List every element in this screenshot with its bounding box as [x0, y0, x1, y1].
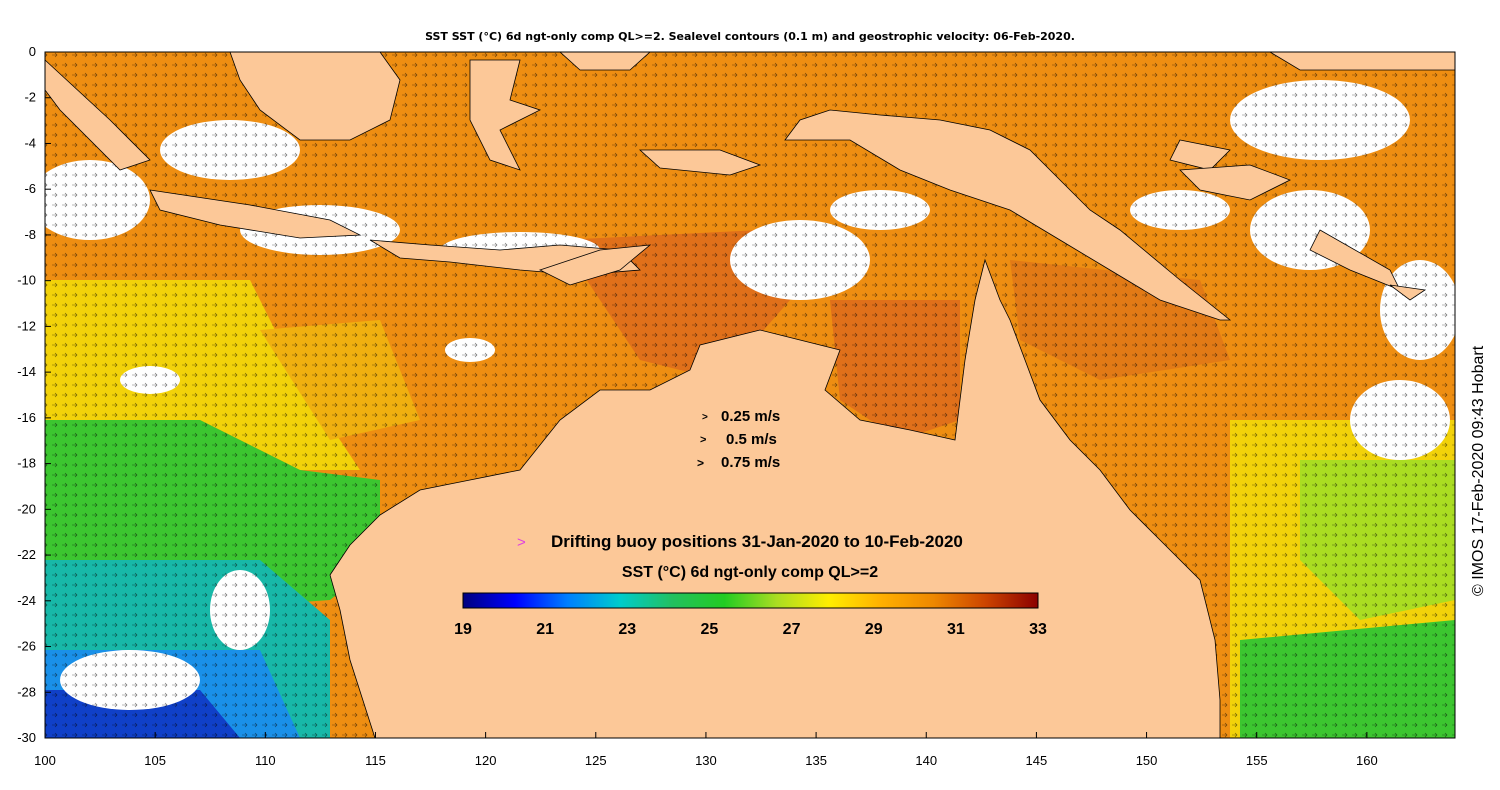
colorbar-tick-label: 25 — [701, 621, 719, 638]
x-tick-label: 145 — [1026, 753, 1048, 768]
buoy-legend: > Drifting buoy positions 31-Jan-2020 to… — [517, 532, 963, 551]
map-layers — [45, 52, 1455, 738]
new-britain-land — [1179, 164, 1291, 201]
y-tick-label: -10 — [17, 273, 36, 288]
velocity-label-1: 0.25 m/s — [721, 408, 780, 425]
y-tick-label: -22 — [17, 547, 36, 562]
y-tick-label: -4 — [24, 135, 36, 150]
y-tick-label: -28 — [17, 684, 36, 699]
colorbar-tick-label: 33 — [1029, 621, 1047, 638]
x-axis: 100 105 110 115 120 125 130 135 140 145 150 155 160 — [34, 732, 1378, 768]
y-tick-label: -8 — [24, 227, 36, 242]
copyright-text: © IMOS 17-Feb-2020 09:43 Hobart — [1470, 345, 1487, 596]
sulawesi-land — [469, 59, 542, 171]
x-tick-label: 105 — [144, 753, 166, 768]
vanuatu-land — [1389, 284, 1427, 301]
x-tick-label: 110 — [255, 753, 276, 768]
x-tick-label: 115 — [365, 753, 386, 768]
x-tick-label: 140 — [915, 753, 937, 768]
y-tick-label: -20 — [17, 501, 36, 516]
y-axis: 0 -2 -4 -6 -8 -10 -12 -14 -16 -18 -20 -22 -24 -26 -28 -… — [17, 44, 51, 745]
y-tick-label: -16 — [17, 410, 36, 425]
colorbar-tick-label: 23 — [618, 621, 636, 638]
x-tick-label: 120 — [475, 753, 497, 768]
colorbar-tick-label: 29 — [865, 621, 883, 638]
timor-land — [538, 244, 652, 286]
y-tick-label: -24 — [17, 593, 36, 608]
y-tick-label: -12 — [17, 318, 36, 333]
y-tick-label: -18 — [17, 456, 36, 471]
velocity-label-3: 0.75 m/s — [721, 454, 780, 471]
colorbar-tick-label: 27 — [783, 621, 801, 638]
sumbawa-top-land — [559, 52, 651, 71]
velocity-glyph-2: > — [700, 434, 706, 446]
x-tick-label: 100 — [34, 753, 56, 768]
y-tick-label: -26 — [17, 639, 36, 654]
buoy-legend-label: Drifting buoy positions 31-Jan-2020 to 1… — [551, 532, 963, 551]
x-tick-label: 160 — [1356, 753, 1378, 768]
new-guinea-land — [784, 109, 1232, 321]
colorbar-tick-label: 21 — [536, 621, 554, 638]
velocity-legend: > 0.25 m/s > 0.5 m/s > 0.75 m/s — [697, 408, 780, 471]
y-tick-label: -14 — [17, 364, 36, 379]
borneo-land — [229, 52, 401, 141]
y-tick-label: 0 — [29, 44, 36, 59]
land-masses — [45, 52, 1455, 738]
velocity-label-2: 0.5 m/s — [726, 431, 777, 448]
colorbar-title: SST (°C) 6d ngt-only comp QL>=2 — [622, 564, 878, 581]
australia-land — [329, 258, 1221, 738]
buoy-glyph: > — [517, 534, 526, 551]
y-tick-label: -2 — [24, 90, 36, 105]
velocity-glyph-1: > — [702, 412, 708, 423]
y-tick-label: -6 — [24, 181, 36, 196]
y-tick-label: -30 — [17, 730, 36, 745]
colorbar: SST (°C) 6d ngt-only comp QL>=2 19 21 23 25… — [454, 564, 1047, 638]
java-land — [149, 189, 362, 239]
x-tick-label: 125 — [585, 753, 607, 768]
plot-frame — [44, 51, 1456, 739]
colorbar-bar — [462, 592, 1039, 609]
colorbar-tick-label: 31 — [947, 621, 965, 638]
velocity-glyph-3: > — [697, 456, 704, 470]
solomon-land — [1309, 229, 1401, 291]
x-tick-label: 135 — [805, 753, 827, 768]
north-land — [1269, 52, 1455, 71]
x-tick-label: 150 — [1136, 753, 1158, 768]
x-tick-label: 155 — [1246, 753, 1268, 768]
x-tick-label: 130 — [695, 753, 717, 768]
colorbar-tick-label: 19 — [454, 621, 472, 638]
chart-title: SST SST (°C) 6d ngt-only comp QL>=2. Sea… — [425, 30, 1075, 43]
sumatra-land — [45, 59, 151, 171]
colorbar-ticks: 19 21 23 25 27 29 31 33 — [454, 621, 1047, 638]
seram-land — [638, 149, 762, 176]
